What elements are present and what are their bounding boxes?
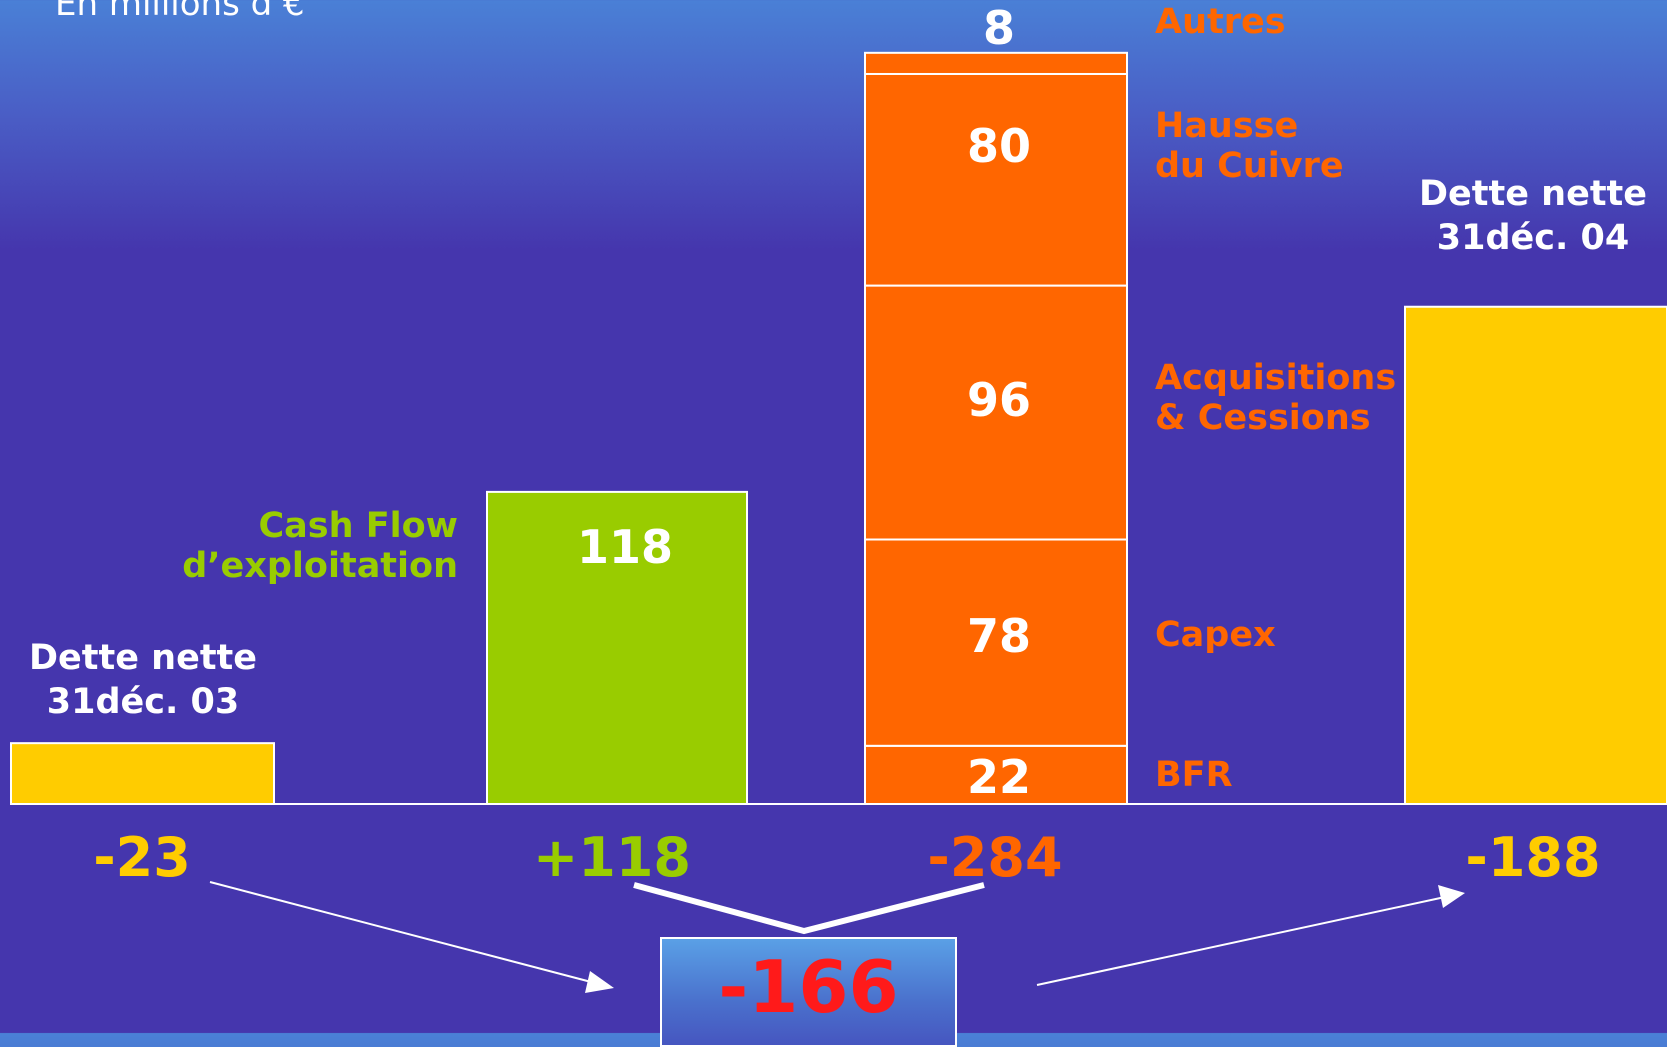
bar-segment-autres xyxy=(864,51,1128,75)
segment-name-cuivre: Hausse du Cuivre xyxy=(1155,106,1344,186)
segment-name-autres: Autres xyxy=(1155,2,1286,42)
cash-flow-label-line-2: d’exploitation xyxy=(182,546,458,586)
bar-segment-capex xyxy=(864,538,1128,747)
arrow-start-to-result xyxy=(209,881,596,984)
bar-start-debt xyxy=(10,742,275,805)
net-change-value: -166 xyxy=(718,945,899,1029)
chart-bars xyxy=(10,51,1667,805)
bar-end-debt xyxy=(1404,305,1667,805)
segment-name-capex-line-1: Capex xyxy=(1155,615,1276,655)
end-debt-label-line-1: Dette nette xyxy=(1418,174,1648,214)
total-cash-flow: +118 xyxy=(533,826,691,889)
bar-cash-flow xyxy=(486,490,748,805)
net-change-box: -166 xyxy=(660,937,957,1047)
segment-name-acquisitions: Acquisitions & Cessions xyxy=(1155,358,1396,438)
segment-name-acquisitions-line-1: Acquisitions xyxy=(1155,358,1397,398)
segment-name-autres-line-1: Autres xyxy=(1155,2,1286,42)
segment-name-bfr-line-1: BFR xyxy=(1155,755,1233,795)
segment-value-cuivre: 80 xyxy=(966,119,1032,173)
total-uses: -284 xyxy=(927,826,1063,889)
arrow-result-to-end xyxy=(1036,896,1446,986)
segment-value-bfr: 22 xyxy=(966,750,1032,804)
arrowhead-start-to-result xyxy=(585,971,614,993)
arrowhead-result-to-end xyxy=(1438,885,1465,908)
end-debt-label-line-2: 31déc. 04 xyxy=(1436,218,1630,258)
bar-segment-cuivre xyxy=(864,72,1128,287)
total-start: -23 xyxy=(93,826,191,889)
segment-name-cuivre-line-2: du Cuivre xyxy=(1155,146,1344,186)
unit-label: En millions d’€ xyxy=(55,0,305,24)
start-debt-label: Dette nette 31déc. 03 xyxy=(29,636,257,724)
cash-flow-label-line-1: Cash Flow xyxy=(258,506,458,546)
flow-arrows xyxy=(209,881,1465,993)
segment-value-acquisitions: 96 xyxy=(966,373,1032,427)
segment-value-autres: 8 xyxy=(982,1,1016,55)
bracket-lines xyxy=(633,882,985,935)
end-debt-label: Dette nette 31déc. 04 xyxy=(1419,172,1647,260)
segment-name-cuivre-line-1: Hausse xyxy=(1155,106,1299,146)
bar-segment-acquisitions xyxy=(864,284,1128,541)
cash-flow-label: Cash Flow d’exploitation xyxy=(182,506,458,586)
total-end: -188 xyxy=(1465,826,1601,889)
cash-flow-bar-value: 118 xyxy=(576,520,674,574)
segment-name-acquisitions-line-2: & Cessions xyxy=(1155,398,1371,438)
start-debt-label-line-2: 31déc. 03 xyxy=(46,682,240,722)
start-debt-label-line-1: Dette nette xyxy=(28,638,258,678)
segment-name-capex: Capex xyxy=(1155,615,1276,655)
segment-name-bfr: BFR xyxy=(1155,755,1233,795)
segment-value-capex: 78 xyxy=(966,609,1032,663)
